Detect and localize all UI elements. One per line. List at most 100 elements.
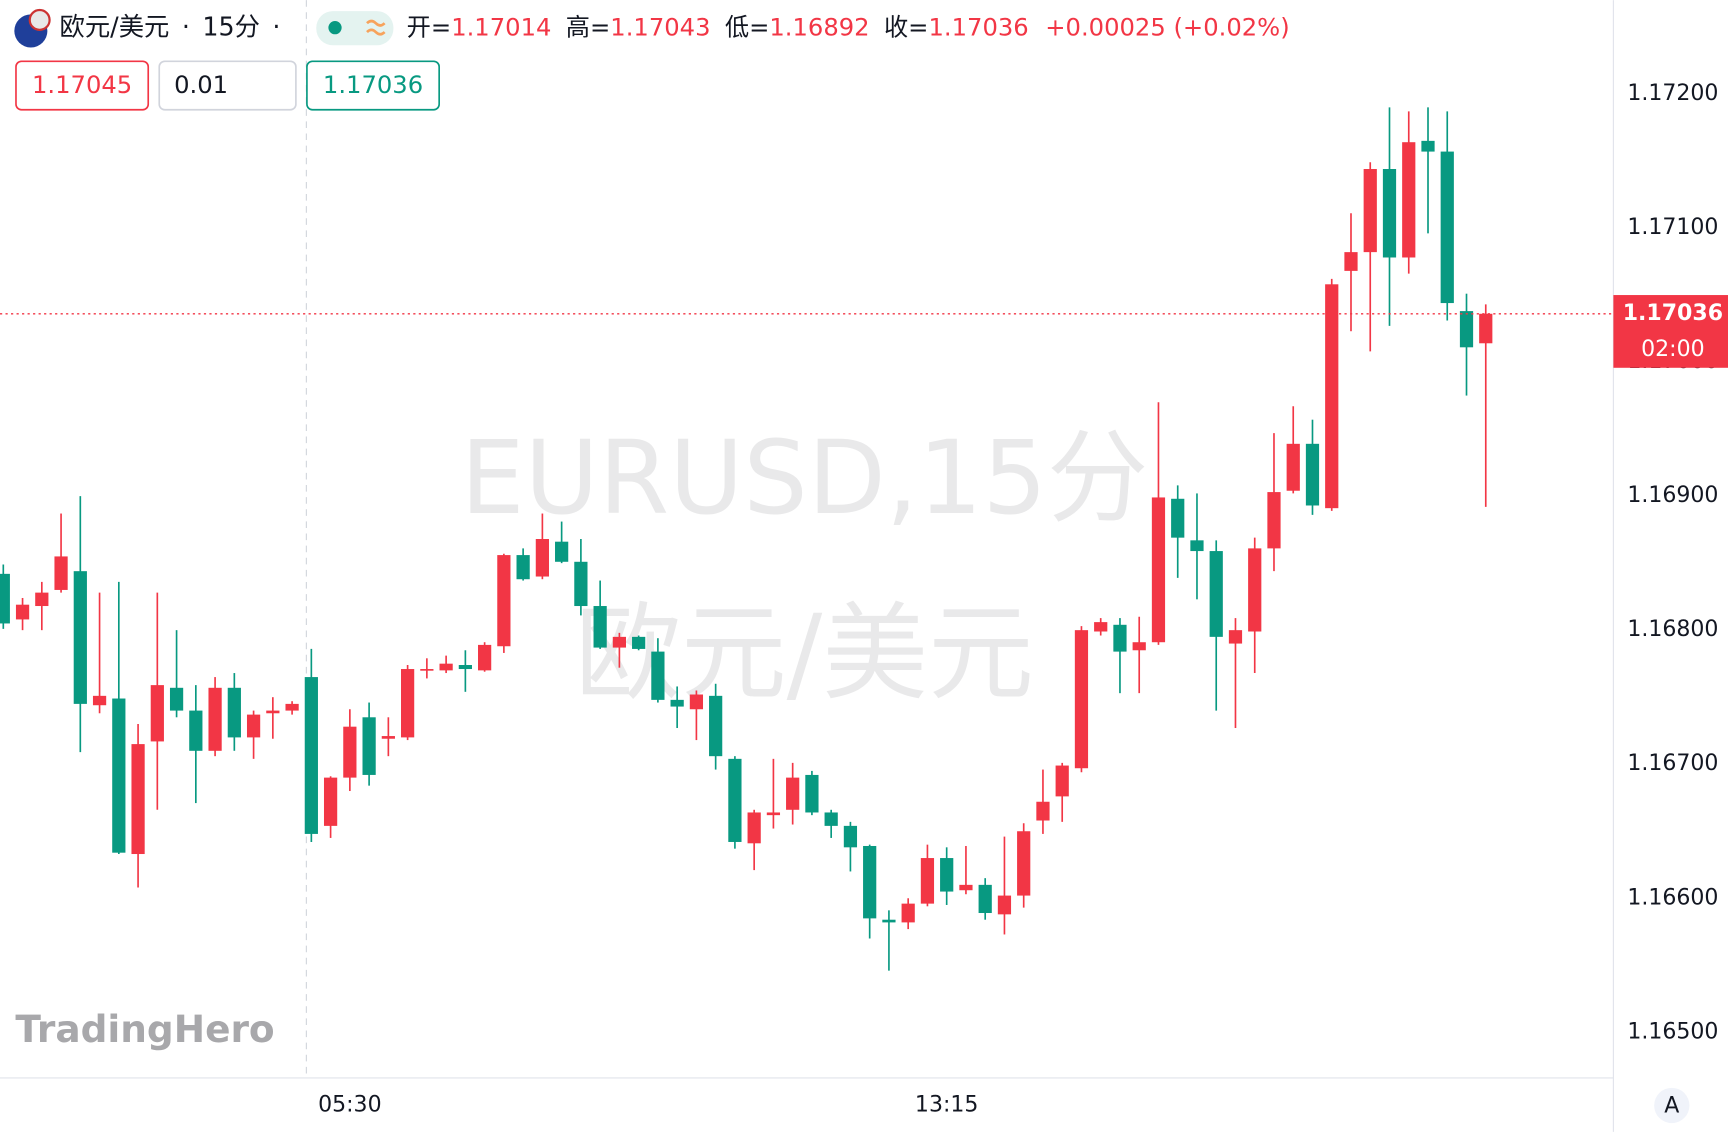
candle-body xyxy=(1017,831,1031,896)
buy-price: 1.17036 xyxy=(323,70,423,99)
sell-price: 1.17045 xyxy=(32,70,132,99)
watermark-name: 欧元/美元 xyxy=(575,592,1034,715)
candle-body xyxy=(1132,642,1146,651)
candle-body xyxy=(805,774,819,813)
open-label: 开= xyxy=(407,13,452,42)
candle-body xyxy=(381,736,395,739)
candle-body xyxy=(516,555,530,580)
candle-body xyxy=(1055,765,1069,797)
plot-area xyxy=(0,107,1493,971)
candle-body xyxy=(651,651,665,700)
countdown: 02:00 xyxy=(1641,337,1705,362)
candle-body xyxy=(940,858,954,892)
status-pill[interactable] xyxy=(316,11,394,46)
header: 欧元/美元 · 15分 · 开=1.17014 高=1.17043 低=1.16… xyxy=(14,8,1290,111)
candle-body xyxy=(1363,169,1377,253)
candle-body xyxy=(1440,151,1454,304)
candle-body xyxy=(169,687,184,711)
candle-body xyxy=(1151,497,1166,643)
status-icon xyxy=(366,19,386,36)
candle-body xyxy=(1286,443,1300,491)
high-label: 高= xyxy=(566,13,611,42)
y-tick-label: 1.17100 xyxy=(1627,215,1718,240)
candle-body xyxy=(863,845,877,919)
candle-body xyxy=(323,777,338,826)
candle-body xyxy=(1305,443,1320,506)
candle-body xyxy=(362,717,376,775)
low-label: 低= xyxy=(725,13,770,42)
low-value: 1.16892 xyxy=(769,13,869,42)
candle-body xyxy=(92,695,107,706)
candle-body xyxy=(343,726,357,778)
interval: 15分 xyxy=(202,12,260,42)
candle-body xyxy=(1382,169,1397,258)
symbol: 欧元/美元 xyxy=(60,12,170,42)
candle-body xyxy=(420,669,434,671)
auto-scale-label: A xyxy=(1664,1094,1679,1119)
candle-body xyxy=(1267,492,1281,549)
x-tick-label: 05:30 xyxy=(318,1092,381,1117)
sell-button[interactable] xyxy=(15,60,150,111)
candle-body xyxy=(304,677,318,834)
open-value: 1.17014 xyxy=(451,13,551,42)
candle-body xyxy=(555,541,569,562)
quantity: 0.01 xyxy=(174,70,228,99)
candle-body xyxy=(670,699,684,707)
candle-body xyxy=(901,903,915,923)
candle-body xyxy=(439,663,453,671)
candle-body xyxy=(208,687,222,751)
candle-body xyxy=(728,758,742,842)
y-tick-label: 1.16800 xyxy=(1627,617,1718,642)
watermark-symbol: EURUSD,15分 xyxy=(461,419,1149,537)
candle-body xyxy=(766,812,781,816)
symbol-icon-flag xyxy=(28,8,51,31)
candle-body xyxy=(400,669,415,738)
symbol-line[interactable]: 欧元/美元 · 15分 · xyxy=(60,12,281,42)
candle-body xyxy=(1248,548,1262,632)
quantity-input[interactable] xyxy=(158,60,297,111)
buy-button[interactable] xyxy=(306,60,440,111)
candle-body xyxy=(478,644,492,671)
candle-body xyxy=(1421,140,1435,152)
last-price-box xyxy=(1613,295,1728,368)
candle-body xyxy=(73,571,87,704)
y-tick-label: 1.16700 xyxy=(1627,751,1718,776)
high-value: 1.17043 xyxy=(610,13,710,42)
candle-body xyxy=(266,710,280,714)
candle-body xyxy=(824,812,838,826)
candle-body xyxy=(0,573,10,624)
separator: · xyxy=(272,12,280,42)
candle-body xyxy=(593,606,607,648)
candle-body xyxy=(1094,622,1108,632)
candle-body xyxy=(882,919,896,923)
candle-body xyxy=(15,604,30,620)
candle-body xyxy=(1228,630,1243,644)
candle-body xyxy=(959,884,973,891)
status-dot xyxy=(328,21,342,35)
candle-body xyxy=(227,687,241,738)
auto-scale-button[interactable] xyxy=(1654,1087,1690,1124)
candle-body xyxy=(1190,540,1204,552)
candle-body xyxy=(1209,551,1223,637)
candle-body xyxy=(1113,624,1127,652)
ohlc-line: 开=1.17014 高=1.17043 低=1.16892 收=1.17036 … xyxy=(407,13,1290,42)
candle-body xyxy=(843,825,858,848)
candle-body xyxy=(574,561,588,607)
candle-body xyxy=(535,539,549,577)
candle-body xyxy=(150,685,164,742)
candle-body xyxy=(632,636,646,649)
candle-body xyxy=(458,665,472,670)
candle-body xyxy=(1171,498,1185,538)
candle-body xyxy=(1402,142,1416,258)
candle-body xyxy=(689,694,704,710)
watermark: EURUSD,15分 欧元/美元 xyxy=(461,419,1149,715)
candle-body xyxy=(246,714,261,738)
candle-body xyxy=(131,744,145,855)
logo: TradingHero xyxy=(15,1007,274,1051)
candle-body xyxy=(997,895,1012,915)
y-tick-label: 1.16600 xyxy=(1627,885,1718,910)
candle-body xyxy=(54,556,68,590)
candle-body xyxy=(747,812,761,844)
change: +0.00025 (+0.02%) xyxy=(1045,13,1289,42)
